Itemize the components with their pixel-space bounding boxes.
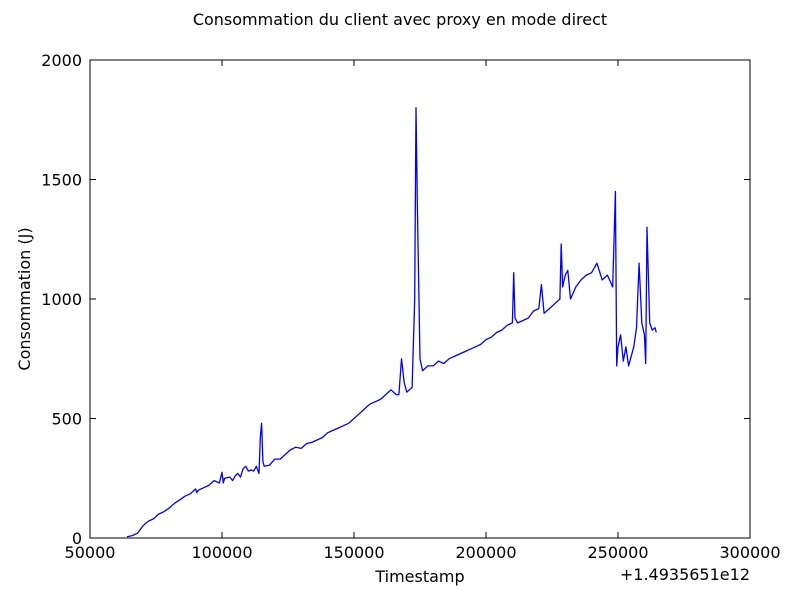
x-axis-ticks: 50000 100000 150000 200000 250000 300000 <box>65 60 781 562</box>
chart-title: Consommation du client avec proxy en mod… <box>193 10 607 29</box>
x-tick-label: 300000 <box>719 543 780 562</box>
series-group <box>126 107 657 538</box>
series-line-0 <box>126 107 657 538</box>
y-axis-label: Consommation (J) <box>15 227 34 370</box>
y-axis-ticks: 0 500 1000 1500 2000 <box>41 51 750 548</box>
x-tick-label: 150000 <box>323 543 384 562</box>
x-offset-label: +1.4935651e12 <box>620 565 750 584</box>
y-tick-label: 1500 <box>41 171 82 190</box>
x-axis-label: Timestamp <box>374 567 464 586</box>
x-tick-label: 200000 <box>455 543 516 562</box>
x-tick-label: 50000 <box>65 543 116 562</box>
plot-frame <box>89 59 751 539</box>
x-tick-label: 250000 <box>587 543 648 562</box>
y-tick-label: 0 <box>72 529 82 548</box>
x-tick-label: 100000 <box>191 543 252 562</box>
y-tick-label: 500 <box>51 410 82 429</box>
y-tick-label: 1000 <box>41 290 82 309</box>
y-tick-label: 2000 <box>41 51 82 70</box>
